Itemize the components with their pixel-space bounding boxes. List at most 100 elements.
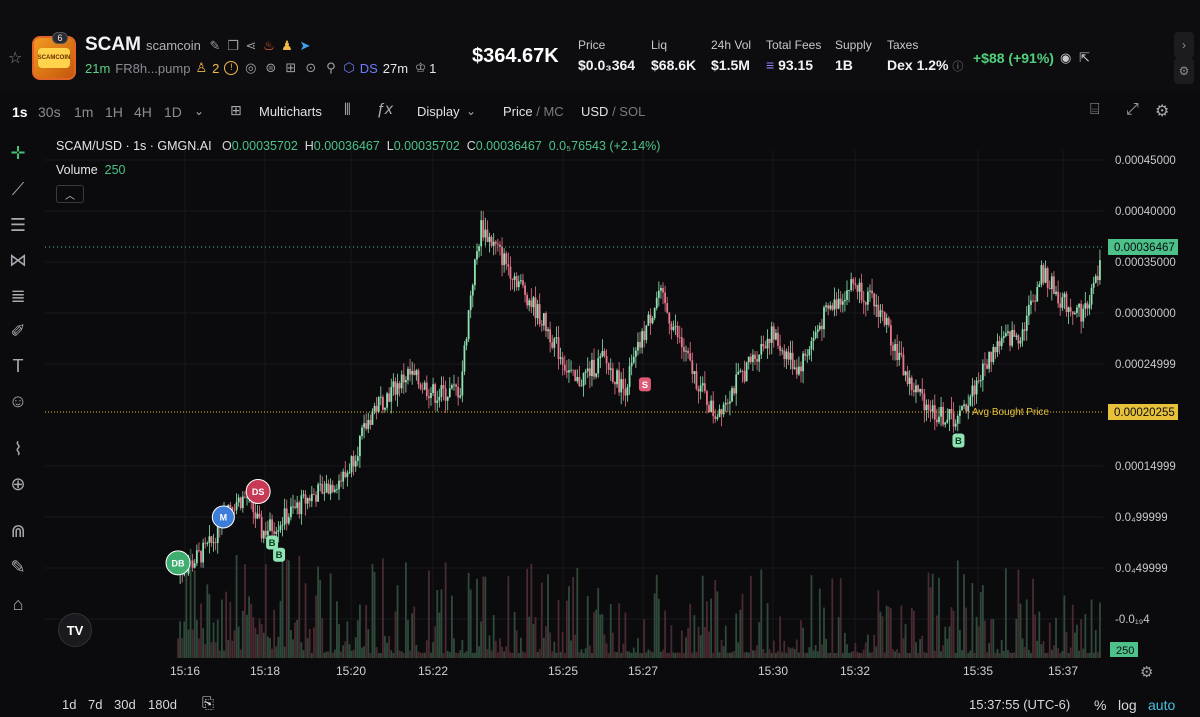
magnet-icon[interactable]: ⋒ <box>10 520 26 541</box>
camera-icon[interactable]: ⌸ <box>1090 101 1100 118</box>
candle <box>745 362 748 382</box>
candle <box>1034 300 1037 302</box>
favorite-star-icon[interactable]: ☆ <box>8 50 23 67</box>
volume-bar <box>854 642 857 658</box>
ruler-icon[interactable]: ⌇ <box>13 438 23 459</box>
token-address[interactable]: FR8h...pump <box>115 60 191 76</box>
range-30d[interactable]: 30d <box>114 697 136 712</box>
collapse-panel-icon[interactable]: › <box>1174 32 1194 58</box>
percent-toggle[interactable]: % <box>1094 697 1107 713</box>
warning-icon[interactable]: ! <box>224 61 239 75</box>
toggle-usd[interactable]: USD <box>581 104 609 119</box>
range-180d[interactable]: 180d <box>148 697 177 712</box>
range-7d[interactable]: 7d <box>88 697 103 712</box>
fire-icon[interactable]: ♨ <box>263 38 275 53</box>
telegram-icon[interactable]: ➤ <box>299 38 311 53</box>
volume-bar <box>1071 604 1074 658</box>
collapse-legend-button[interactable]: ︿ <box>56 185 84 203</box>
volume-bar <box>379 652 382 658</box>
price-chart[interactable]: 0.00045000 0.00040000 0.00035000 0.00030000… <box>0 130 1200 717</box>
lock-icon[interactable]: ⌂ <box>12 593 24 614</box>
edit-icon[interactable]: ✎ <box>209 38 221 53</box>
dev-time: 27m <box>382 60 409 76</box>
fib-icon[interactable]: ≣ <box>10 285 26 306</box>
toggle-sol[interactable]: SOL <box>619 104 646 119</box>
timeframe-chevron-down-icon[interactable]: ⌄ <box>194 104 205 118</box>
candle <box>593 359 595 377</box>
volume-bar <box>820 644 823 658</box>
external-link-icon[interactable]: ⇱ <box>1079 50 1090 65</box>
display-button[interactable]: Display <box>417 104 460 119</box>
multicharts-button[interactable]: Multicharts <box>259 104 322 119</box>
y-axis-label: 0.00045000 <box>1115 155 1176 167</box>
list-icon[interactable]: ⊜ <box>265 60 277 75</box>
check-icon[interactable]: ⊙ <box>305 60 317 75</box>
horizontal-lines-icon[interactable]: ☰ <box>9 214 27 235</box>
add-chart-icon[interactable]: ⊞ <box>230 102 242 118</box>
candle <box>233 509 236 511</box>
timeframe-1s[interactable]: 1s <box>12 104 28 120</box>
crosshair-icon[interactable]: ✛ <box>10 142 26 163</box>
panel-settings-icon[interactable]: ⚙ <box>1174 58 1194 84</box>
lock-drawing-icon[interactable]: ✎ <box>10 556 26 577</box>
tradingview-logo[interactable]: TV <box>58 613 92 647</box>
brush-icon[interactable]: ✐ <box>10 320 26 341</box>
candle <box>747 356 750 363</box>
share-icon[interactable]: ⋖ <box>245 38 257 53</box>
volume-bar <box>344 641 347 658</box>
price-mc-toggle[interactable]: Price / MC <box>503 104 564 119</box>
trendline-icon[interactable]: ⟋ <box>11 178 25 199</box>
candle <box>697 389 700 392</box>
candle <box>915 385 917 393</box>
chart-settings-icon[interactable]: ⚙ <box>1155 103 1170 120</box>
dev-count: 1 <box>429 60 437 76</box>
timeframe-1d[interactable]: 1D <box>164 104 182 120</box>
calendar-icon[interactable]: ⎘ <box>202 695 215 712</box>
candle <box>858 282 861 292</box>
x-axis-label: 15:30 <box>758 664 788 678</box>
volume-bar <box>781 652 784 658</box>
copy-icon[interactable]: ❐ <box>227 38 239 53</box>
auto-toggle[interactable]: auto <box>1148 697 1176 713</box>
toggle-mc[interactable]: MC <box>543 104 564 119</box>
axis-settings-icon[interactable]: ⚙ <box>1140 664 1154 681</box>
volume-bar <box>787 646 790 658</box>
search-icon[interactable]: ⚲ <box>326 60 336 75</box>
timeframe-1m[interactable]: 1m <box>74 104 94 120</box>
timeframe-1h[interactable]: 1H <box>105 104 123 120</box>
range-1d[interactable]: 1d <box>62 697 77 712</box>
candle <box>898 352 901 360</box>
globe-icon[interactable]: ◎ <box>245 60 257 75</box>
y-axis-label: 0.00014999 <box>1115 461 1176 473</box>
indicators-fx-icon[interactable]: ƒx <box>376 101 393 118</box>
volume-bar <box>574 634 577 658</box>
legend-delta: 0.0₅76543 (+2.14%) <box>548 139 661 153</box>
text-tool-icon[interactable]: T <box>12 355 24 376</box>
help-icon[interactable]: ⓘ <box>952 61 964 73</box>
volume-bar <box>563 652 566 658</box>
candle <box>388 393 391 402</box>
volume-bar <box>685 637 687 658</box>
zoom-in-icon[interactable]: ⊕ <box>10 473 26 494</box>
candle <box>722 404 725 415</box>
log-toggle[interactable]: log <box>1118 697 1137 713</box>
usd-sol-toggle[interactable]: USD / SOL <box>581 104 646 119</box>
eye-icon[interactable]: ◉ <box>1060 50 1072 65</box>
fullscreen-icon[interactable]: ⤢ <box>1126 101 1139 118</box>
chart-icon[interactable]: ⊞ <box>285 60 297 75</box>
timeframe-4h[interactable]: 4H <box>134 104 152 120</box>
timeframe-30s[interactable]: 30s <box>38 104 61 120</box>
candle <box>810 341 813 350</box>
display-chevron-down-icon[interactable]: ⌄ <box>466 104 477 118</box>
emoji-icon[interactable]: ☺ <box>8 390 28 411</box>
toggle-price[interactable]: Price <box>503 104 533 119</box>
pattern-icon[interactable]: ⋈ <box>9 249 27 270</box>
candle <box>241 496 244 509</box>
marker-label: B <box>276 550 283 561</box>
candle <box>367 420 370 429</box>
group-icon[interactable]: ♟ <box>281 38 293 53</box>
candle <box>1094 276 1097 283</box>
volume-bar <box>216 619 219 658</box>
candles-icon[interactable]: ⫴ <box>344 102 351 119</box>
volume-bar <box>413 606 416 658</box>
